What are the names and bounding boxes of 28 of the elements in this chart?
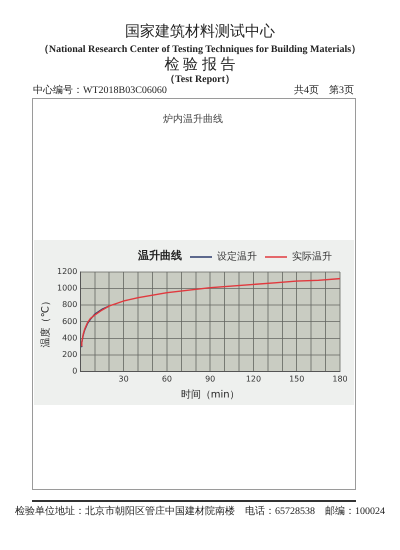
text: 国家建筑材料测试中心 xyxy=(125,24,275,40)
y-tick-label: 1200 xyxy=(57,267,78,276)
y-tick-label: 600 xyxy=(62,316,78,326)
legend-label: 实际温升 xyxy=(292,250,332,263)
y-tick-label: 800 xyxy=(62,300,78,310)
text: 中心编号：WT2018B03C06060 xyxy=(33,85,167,96)
x-axis-title: 时间（min） xyxy=(180,388,240,401)
text: 炉内温升曲线 xyxy=(163,114,223,125)
text: 电话：65728538 xyxy=(245,506,315,517)
y-tick-label: 0 xyxy=(72,366,78,376)
text: （National Research Center of Testing Techniques for Building Materials） xyxy=(38,44,362,55)
x-tick-label: 150 xyxy=(289,374,304,384)
y-tick-label: 1000 xyxy=(57,284,78,293)
x-tick-label: 60 xyxy=(162,374,172,384)
text: 检验单位地址：北京市朝阳区管庄中国建材院南楼 xyxy=(15,506,235,517)
text: 共4页 第3页 xyxy=(294,85,354,96)
y-tick-label: 400 xyxy=(62,333,78,342)
y-axis-title: 温度（℃） xyxy=(40,296,52,348)
x-tick-label: 120 xyxy=(246,374,262,384)
text: （Test Report） xyxy=(165,74,235,85)
chart-title: 温升曲线 xyxy=(138,249,182,262)
x-tick-label: 30 xyxy=(118,374,129,384)
legend-label: 设定温升 xyxy=(217,250,257,263)
y-tick-label: 200 xyxy=(62,350,78,359)
text: 邮编：100024 xyxy=(325,506,385,517)
x-tick-label: 90 xyxy=(205,374,216,384)
x-tick-label: 180 xyxy=(332,374,348,384)
text: 检 验 报 告 xyxy=(164,57,236,74)
